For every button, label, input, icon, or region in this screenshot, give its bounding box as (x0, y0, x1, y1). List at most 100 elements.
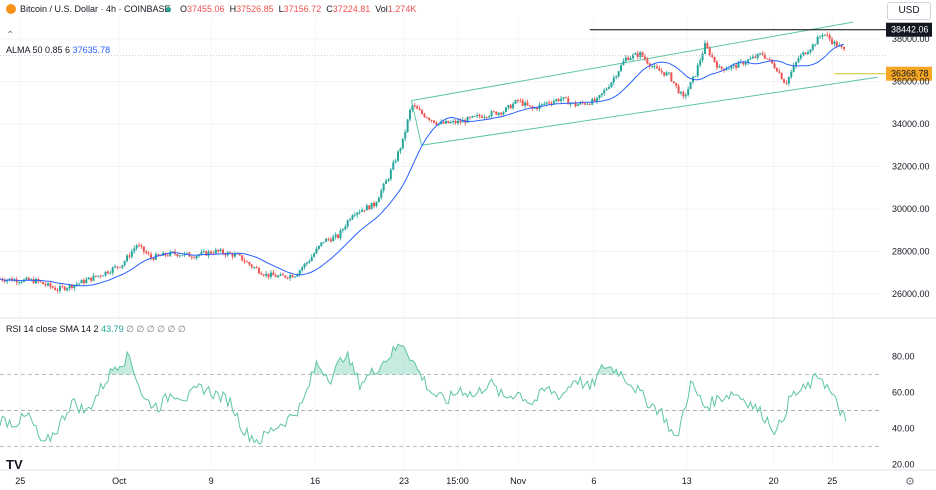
candle-up (325, 238, 328, 242)
resistance-label: 38442.06 (891, 25, 929, 35)
candle-up (821, 35, 824, 37)
channel-lines (410, 21, 878, 146)
channel-upper-line (411, 21, 854, 102)
time-tick-label: Nov (510, 476, 527, 486)
candle-up (317, 245, 320, 249)
alma-legend[interactable]: ALMA 50 0.85 6 37635.78 (6, 45, 110, 55)
candle-down (500, 112, 503, 115)
candle-down (646, 59, 649, 64)
candle-up (296, 274, 299, 277)
alma-value: 37635.78 (72, 45, 111, 55)
candle-down (51, 286, 54, 288)
candle-down (286, 277, 289, 279)
candle-down (468, 117, 471, 118)
candle-up (358, 211, 361, 213)
candle-down (281, 274, 284, 276)
candle-up (653, 66, 656, 68)
candle-up (332, 236, 335, 242)
high-label: H (229, 4, 237, 14)
candle-down (118, 267, 121, 268)
candle-up (46, 283, 49, 286)
currency-button[interactable]: USD (887, 2, 931, 20)
candle-up (207, 251, 210, 256)
candle-up (169, 251, 172, 256)
close-value: 37224.81 (332, 4, 371, 14)
candle-up (819, 36, 822, 38)
price-tick-label: 32000.00 (892, 161, 930, 171)
candle-up (406, 119, 409, 132)
candle-down (337, 234, 340, 238)
candle-up (483, 117, 486, 118)
candle-down (495, 111, 498, 115)
candle-down (221, 249, 224, 254)
candle-down (27, 277, 30, 281)
candle-down (660, 70, 663, 73)
candle-up (123, 261, 126, 266)
candle-up (130, 251, 133, 257)
candle-up (126, 255, 129, 262)
time-tick-label: 25 (15, 476, 25, 486)
candle-up (111, 267, 114, 273)
candle-down (672, 81, 675, 83)
support-label-bg (886, 66, 932, 81)
candle-down (217, 249, 220, 252)
candle-up (305, 262, 308, 264)
candle-up (361, 209, 364, 212)
candle-up (620, 65, 623, 72)
candle-down (241, 255, 244, 261)
candle-down (70, 284, 73, 289)
candle-down (828, 35, 831, 40)
candle-up (730, 66, 733, 69)
candle-up (603, 90, 606, 94)
rsi-label: RSI 14 close SMA 14 2 (6, 324, 99, 334)
candle-up (802, 52, 805, 55)
candle-up (507, 105, 510, 108)
time-tick-label: 9 (209, 476, 214, 486)
candle-up (732, 64, 735, 67)
candle-up (214, 249, 217, 254)
candle-up (85, 279, 88, 284)
candle-down (636, 53, 639, 57)
settings-gear-icon[interactable]: ⚙ (905, 476, 915, 488)
candle-up (322, 241, 325, 243)
candle-up (629, 58, 632, 61)
candle-up (298, 270, 301, 275)
candle-up (540, 103, 543, 105)
collapse-chevron-icon[interactable]: ⌃ (6, 30, 15, 41)
candle-up (679, 91, 682, 94)
candle-down (99, 275, 102, 277)
candle-up (811, 44, 814, 50)
time-tick-label: 13 (682, 476, 692, 486)
candle-down (94, 275, 97, 277)
symbol-title[interactable]: Bitcoin / U.S. Dollar · 4h · COINBASE (20, 4, 171, 14)
candle-up (703, 43, 706, 54)
candle-up (92, 275, 95, 281)
candle-down (766, 58, 769, 60)
candle-down (677, 85, 680, 94)
candle-up (315, 248, 318, 254)
candle-up (399, 148, 402, 152)
candle-up (346, 220, 349, 227)
candle-down (373, 202, 376, 207)
candle-up (178, 255, 181, 257)
candle-down (157, 254, 160, 256)
alma-line (0, 43, 845, 287)
candle-down (658, 68, 661, 71)
candle-up (449, 122, 452, 124)
rsi-legend[interactable]: RSI 14 close SMA 14 2 43.79 ∅ ∅ ∅ ∅ ∅ ∅ (6, 324, 186, 335)
candle-up (466, 117, 469, 123)
candle-down (421, 110, 424, 114)
candle-down (193, 257, 196, 259)
rsi-pane: 20.00 40.00 60.00 80.00 (0, 343, 915, 469)
candle-down (142, 246, 145, 252)
candle-down (706, 43, 709, 49)
candle-down (735, 64, 738, 68)
candle-down (145, 251, 148, 254)
candle-up (80, 280, 83, 284)
candle-down (176, 254, 179, 257)
candle-down (224, 253, 227, 256)
candle-down (768, 59, 771, 60)
candle-up (586, 103, 589, 105)
time-axis: 25 Oct 9 16 23 15:00 Nov 6 13 20 25 (15, 476, 837, 486)
